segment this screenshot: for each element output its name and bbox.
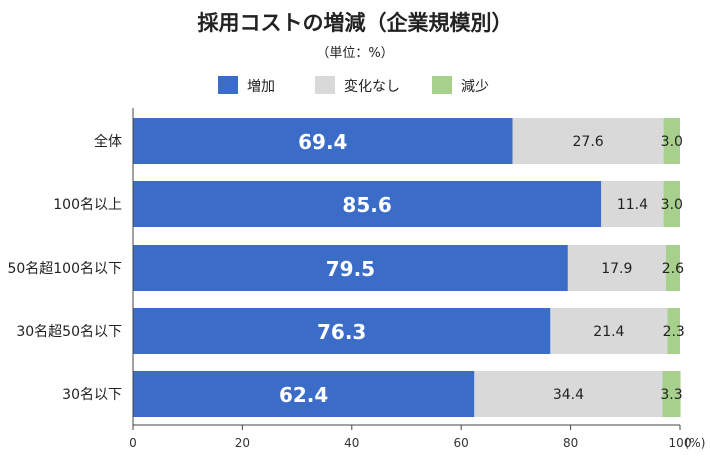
x-tick-label-4: 80: [563, 436, 578, 450]
data-label-0-0: 69.4: [298, 130, 347, 154]
chart-title: 採用コストの増減（企業規模別）: [198, 11, 513, 35]
legend-swatch-2: [432, 76, 452, 94]
bar-segment-1-4: [474, 371, 663, 417]
data-label-2-3: 2.3: [663, 324, 685, 340]
bar-segment-0-3: [133, 308, 551, 354]
data-label-2-2: 2.6: [662, 261, 684, 277]
data-label-1-2: 17.9: [601, 261, 632, 277]
bar-segment-0-4: [133, 371, 475, 417]
legend-label-0: 増加: [247, 79, 275, 95]
bar-segment-0-0: [133, 118, 513, 164]
data-label-2-4: 3.3: [660, 387, 682, 403]
data-label-1-1: 11.4: [617, 197, 648, 213]
bar-segment-1-0: [512, 118, 664, 164]
x-tick-label-0: 0: [129, 436, 137, 450]
bars: 69.4 27.6 3.0 85.6 11.4 3.0 79.5 17.9 2.6 76.3 21.…: [133, 118, 685, 417]
chart-subtitle: （単位：%）: [316, 45, 393, 61]
x-tick-label-3: 60: [454, 436, 469, 450]
data-label-0-2: 79.5: [326, 257, 375, 281]
data-label-0-1: 85.6: [342, 193, 391, 217]
x-tick-label-1: 20: [235, 436, 250, 450]
bar-segment-2-1: [663, 181, 680, 227]
category-label-0: 全体: [94, 133, 122, 150]
legend-swatch-1: [315, 76, 335, 94]
legend-label-1: 変化なし: [344, 78, 400, 95]
data-label-0-4: 62.4: [279, 383, 328, 407]
data-label-1-0: 27.6: [573, 134, 604, 150]
data-label-1-4: 34.4: [553, 387, 584, 403]
x-tick-label-5: 100: [669, 436, 692, 450]
bar-segment-2-3: [667, 308, 680, 354]
x-tick-label-2: 40: [344, 436, 359, 450]
category-label-3: 30名超50名以下: [16, 324, 122, 340]
data-label-0-3: 76.3: [317, 320, 366, 344]
x-axis-unit: (%): [685, 436, 706, 450]
bar-segment-1-1: [601, 181, 664, 227]
category-labels: 全体 100名以上 50名超100名以下 30名超50名以下 30名以下: [7, 133, 122, 403]
bar-segment-0-2: [133, 245, 568, 291]
category-label-1: 100名以上: [53, 197, 122, 213]
category-label-2: 50名超100名以下: [7, 261, 122, 277]
x-axis: 0 20 40 60 80 100(%): [129, 108, 705, 450]
legend: 増加 変化なし 減少: [218, 76, 489, 95]
data-label-2-1: 3.0: [661, 197, 683, 213]
category-label-4: 30名以下: [62, 387, 122, 403]
legend-swatch-0: [218, 76, 238, 94]
bar-segment-2-2: [665, 245, 680, 291]
bar-segment-2-4: [662, 371, 681, 417]
legend-label-2: 減少: [461, 78, 489, 95]
data-label-1-3: 21.4: [593, 324, 624, 340]
bar-segment-1-2: [567, 245, 666, 291]
bar-segment-0-1: [133, 181, 602, 227]
bar-segment-2-0: [663, 118, 680, 164]
bar-segment-1-3: [550, 308, 668, 354]
data-label-2-0: 3.0: [661, 134, 683, 150]
